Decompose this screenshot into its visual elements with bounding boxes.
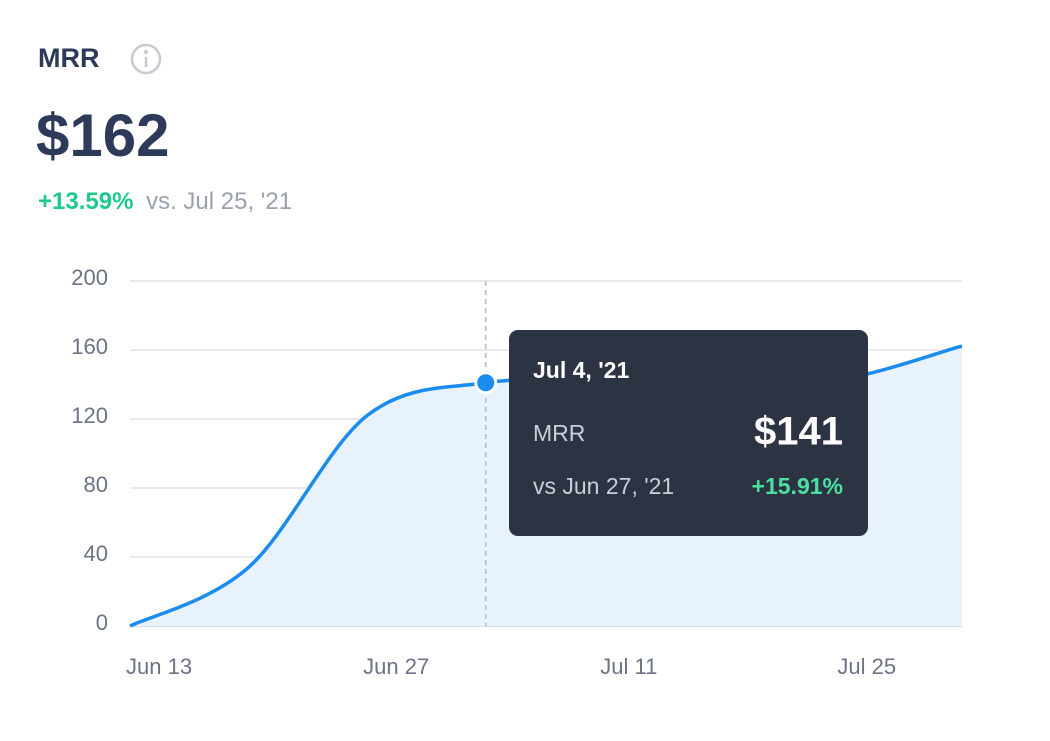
- tooltip-title: Jul 4, '21: [533, 357, 629, 383]
- headline-change: +13.59% vs. Jul 25, '21: [38, 188, 292, 215]
- y-tick-label: 120: [71, 403, 108, 428]
- y-tick-label: 0: [96, 610, 108, 635]
- x-tick-label: Jul 11: [600, 654, 657, 679]
- y-tick-label: 40: [84, 541, 108, 566]
- info-icon[interactable]: [130, 43, 162, 75]
- y-tick-label: 200: [71, 265, 108, 290]
- change-percent: +13.59%: [38, 188, 133, 215]
- x-tick-label: Jun 13: [126, 654, 192, 679]
- x-tick-label: Jun 27: [363, 654, 429, 679]
- x-tick-label: Jul 25: [837, 654, 896, 679]
- tooltip-compare: vs Jun 27, '21: [533, 473, 674, 499]
- y-tick-label: 80: [84, 472, 108, 497]
- tooltip-change: +15.91%: [752, 473, 843, 499]
- tooltip-label: MRR: [533, 420, 585, 446]
- tooltip-value: $141: [754, 410, 843, 454]
- y-tick-label: 160: [71, 334, 108, 359]
- hover-point: [474, 371, 498, 395]
- widget-title: MRR: [38, 43, 100, 73]
- tooltip-box: [509, 330, 868, 536]
- change-compare: vs. Jul 25, '21: [146, 188, 292, 215]
- headline-value: $162: [36, 102, 169, 169]
- tooltip: Jul 4, '21 MRR $141 vs Jun 27, '21 +15.91%: [474, 281, 868, 626]
